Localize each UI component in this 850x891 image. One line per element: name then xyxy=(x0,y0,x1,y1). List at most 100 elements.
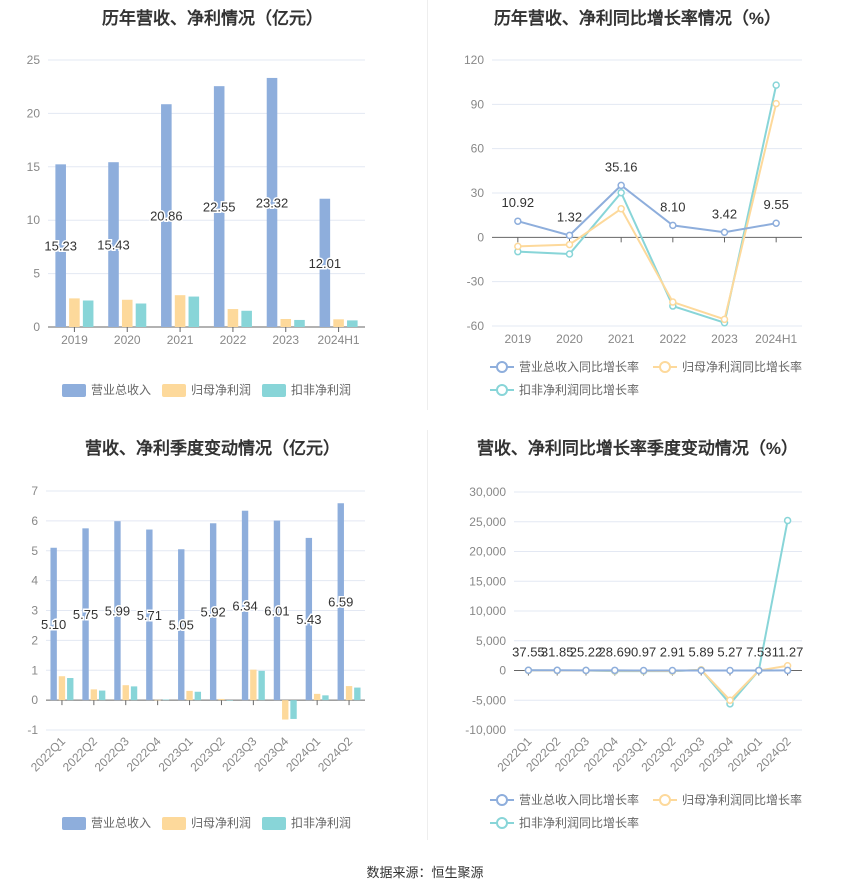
data-source: 数据来源：恒生聚源 xyxy=(366,865,484,880)
divider xyxy=(427,430,428,840)
x-tick-label: 2022Q3 xyxy=(92,734,132,774)
data-point xyxy=(669,221,677,230)
y-tick-label: 120 xyxy=(464,53,484,67)
bar-revenue xyxy=(146,529,153,701)
y-tick-label: 15,000 xyxy=(469,574,506,588)
data-point xyxy=(639,666,648,675)
y-tick-label: 60 xyxy=(471,142,485,156)
data-label: 5.43 xyxy=(296,612,321,627)
series-line xyxy=(528,520,789,706)
divider xyxy=(427,0,428,410)
bar-net-profit xyxy=(154,699,161,701)
data-label: 15.23 xyxy=(44,239,77,254)
bar-revenue xyxy=(50,547,57,701)
y-tick-label: 10 xyxy=(27,213,41,227)
bar-deducted-profit xyxy=(162,699,170,701)
bar-deducted-profit xyxy=(347,320,358,327)
x-tick-label: 2024Q2 xyxy=(315,734,355,774)
legend-label: 扣非净利润 xyxy=(291,383,351,397)
bar-deducted-profit xyxy=(194,691,202,701)
bar-deducted-profit xyxy=(241,310,252,327)
data-label: 9.55 xyxy=(764,197,789,212)
x-tick-label: 2022Q2 xyxy=(60,734,100,774)
data-label: 0.97 xyxy=(631,645,656,660)
legend-swatch xyxy=(496,361,508,373)
data-point xyxy=(514,242,522,251)
chart-title: 历年营收、净利情况（亿元） xyxy=(102,9,323,28)
series-line xyxy=(517,184,777,237)
bar-revenue xyxy=(178,549,185,701)
data-point xyxy=(772,81,780,89)
data-label: 25.22 xyxy=(570,644,603,659)
legend-swatch xyxy=(62,817,86,830)
legend-swatch xyxy=(496,794,508,806)
data-label: 11.27 xyxy=(772,644,804,659)
y-tick-label: -5,000 xyxy=(472,693,506,707)
y-tick-label: 5 xyxy=(31,544,38,558)
bar-revenue xyxy=(266,77,278,327)
bar-net-profit xyxy=(174,295,186,327)
y-tick-label: 2 xyxy=(31,633,38,647)
data-point xyxy=(697,666,705,675)
x-tick-label: 2023Q4 xyxy=(251,734,291,774)
data-point xyxy=(772,99,780,108)
data-point xyxy=(524,666,533,675)
data-point xyxy=(726,666,734,675)
bar-revenue xyxy=(337,503,344,701)
data-point xyxy=(565,250,574,258)
quarterly-growth-chart: 营收、净利同比增长率季度变动情况（%） -10,000 -5,000 0 5,000 1… xyxy=(425,430,850,850)
data-point xyxy=(783,516,792,525)
x-tick-label: 2022Q4 xyxy=(124,734,164,774)
x-tick-label: 2023 xyxy=(711,332,738,346)
data-label: 5.27 xyxy=(717,644,742,659)
bar-deducted-profit xyxy=(322,695,329,701)
legend-label: 营业总收入同比增长率 xyxy=(519,359,639,374)
x-tick-label: 2024H1 xyxy=(755,332,797,346)
bar-net-profit xyxy=(345,686,353,701)
series-line xyxy=(517,84,778,325)
x-tick-label: 2023 xyxy=(272,333,299,347)
data-point xyxy=(617,205,625,213)
bar-revenue xyxy=(241,510,249,701)
chart-title: 营收、净利同比增长率季度变动情况（%） xyxy=(476,439,799,458)
y-tick-label: 30 xyxy=(471,186,485,200)
data-label: 5.71 xyxy=(137,608,162,623)
data-point xyxy=(755,666,763,675)
bar-revenue xyxy=(114,521,121,701)
bar-deducted-profit xyxy=(130,686,138,701)
y-tick-label: 0 xyxy=(499,664,506,678)
legend-label: 营业总收入 xyxy=(91,816,151,830)
bar-deducted-profit xyxy=(294,319,305,327)
data-label: 22.55 xyxy=(203,200,236,215)
y-tick-label: 5,000 xyxy=(476,634,506,648)
x-tick-label: 2022 xyxy=(220,333,247,347)
data-label: 20.86 xyxy=(150,209,183,224)
data-point xyxy=(720,315,729,324)
y-tick-label: -30 xyxy=(467,275,485,289)
chart-svg: -60 -30 0 30 60 90 120 2019 2020 2021 2022 2023 2024… xyxy=(464,53,802,397)
data-point xyxy=(617,181,625,190)
y-tick-label: 4 xyxy=(31,574,38,588)
legend-label: 归母净利润 xyxy=(191,816,251,830)
y-tick-label: 10,000 xyxy=(469,604,506,618)
legend-label: 归母净利润同比增长率 xyxy=(682,359,802,374)
y-tick-label: 25,000 xyxy=(469,515,506,529)
data-label: 5.10 xyxy=(41,617,66,632)
data-label: 10.92 xyxy=(502,195,535,210)
legend-label: 归母净利润同比增长率 xyxy=(682,792,802,807)
y-tick-label: 25 xyxy=(27,53,41,67)
x-tick-label: 2023Q3 xyxy=(219,734,259,774)
bar-deducted-profit xyxy=(290,700,297,719)
quarterly-revenue-profit-chart: 营收、净利季度变动情况（亿元） -1 0 1 2 3 4 5 6 7 2022Q1 2022Q2 20… xyxy=(0,430,425,850)
data-label: 12.01 xyxy=(309,256,342,271)
legend-label: 扣非净利润 xyxy=(291,816,351,830)
bar-net-profit xyxy=(186,690,193,701)
bar-net-profit xyxy=(90,689,98,701)
bar-net-profit xyxy=(218,698,225,701)
data-label: 5.92 xyxy=(200,605,225,620)
data-point xyxy=(772,219,780,227)
data-label: 1.32 xyxy=(557,209,582,224)
bar-net-profit xyxy=(122,685,129,701)
bar-net-profit xyxy=(280,318,292,327)
